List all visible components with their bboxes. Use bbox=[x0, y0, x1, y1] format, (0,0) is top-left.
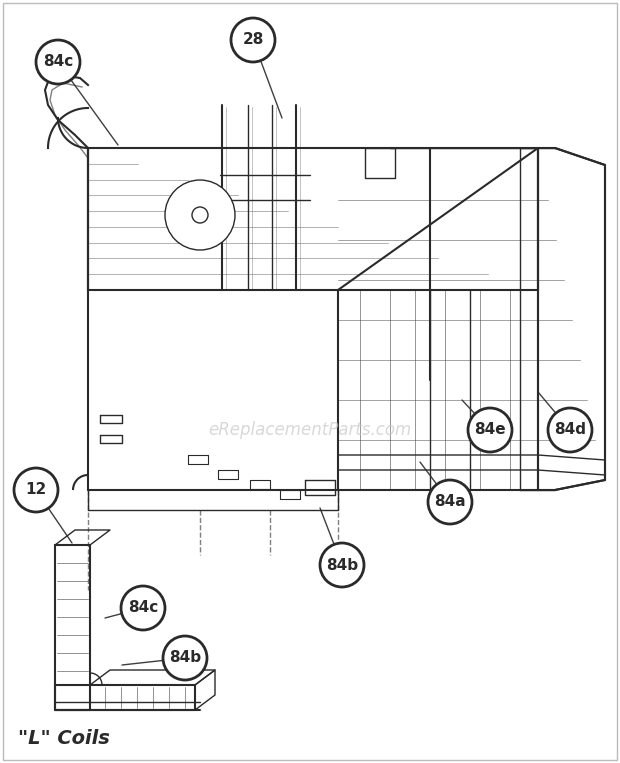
Circle shape bbox=[14, 468, 58, 512]
Text: 28: 28 bbox=[242, 33, 264, 47]
Circle shape bbox=[36, 40, 80, 84]
Text: 84b: 84b bbox=[169, 651, 201, 665]
Circle shape bbox=[468, 408, 512, 452]
Circle shape bbox=[320, 543, 364, 587]
Text: 84e: 84e bbox=[474, 423, 506, 437]
Text: 84d: 84d bbox=[554, 423, 586, 437]
Text: 84c: 84c bbox=[43, 54, 73, 69]
Circle shape bbox=[428, 480, 472, 524]
Text: 84a: 84a bbox=[434, 494, 466, 510]
Text: 12: 12 bbox=[25, 482, 46, 497]
Circle shape bbox=[165, 180, 235, 250]
Circle shape bbox=[163, 636, 207, 680]
Circle shape bbox=[121, 586, 165, 630]
Text: 84c: 84c bbox=[128, 600, 158, 616]
Text: 84b: 84b bbox=[326, 558, 358, 572]
Circle shape bbox=[192, 207, 208, 223]
Text: eReplacementParts.com: eReplacementParts.com bbox=[208, 421, 412, 439]
Circle shape bbox=[231, 18, 275, 62]
Text: "L" Coils: "L" Coils bbox=[18, 729, 110, 748]
Circle shape bbox=[548, 408, 592, 452]
